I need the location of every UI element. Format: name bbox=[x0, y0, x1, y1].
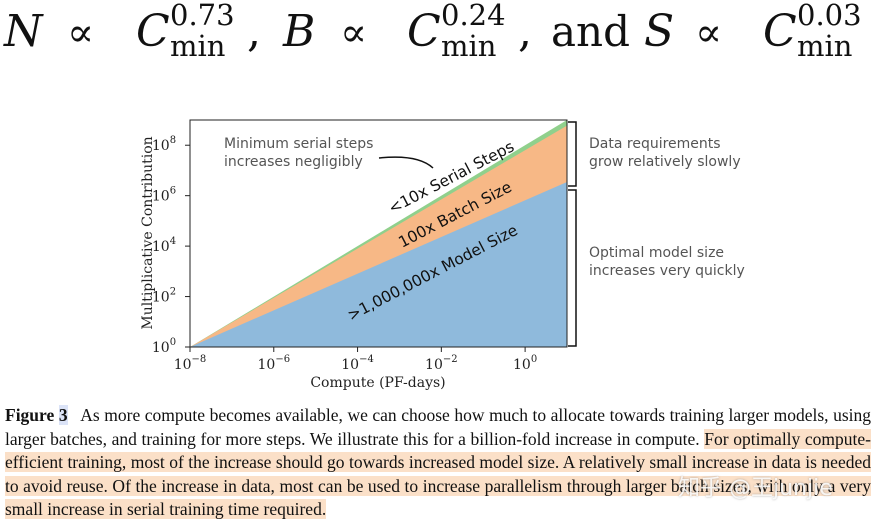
x-axis: 10−8 10−6 10−4 10−2 100 bbox=[174, 347, 537, 373]
data-note-line-2: grow relatively slowly bbox=[589, 154, 741, 170]
y-axis-label: Multiplicative Contribution bbox=[140, 136, 156, 329]
x-tick-exponent: −6 bbox=[275, 354, 290, 365]
x-tick-exponent: 0 bbox=[531, 354, 537, 365]
serial-note-line-2: increases negligibly bbox=[224, 154, 363, 170]
formula-c-var-1: C bbox=[136, 6, 170, 57]
formula-sub-1: min bbox=[170, 29, 225, 63]
plot-frame bbox=[189, 119, 568, 348]
x-tick-label: 10−4 bbox=[341, 354, 374, 373]
formula-c-var-3: C bbox=[763, 6, 797, 57]
formula-b-var: B bbox=[282, 6, 315, 57]
formula-n-var: N bbox=[3, 6, 44, 57]
x-tick-exponent: −4 bbox=[359, 354, 374, 365]
x-tick-label: 10−8 bbox=[174, 354, 207, 373]
formula-prop-3: ∝ bbox=[695, 10, 722, 56]
figure-caption: Figure 3 As more compute becomes availab… bbox=[5, 404, 872, 522]
plot-bands bbox=[190, 120, 567, 347]
y-tick-exponent: 6 bbox=[170, 186, 176, 197]
model-note-line-2: increases very quickly bbox=[589, 263, 745, 279]
formula-svg: N ∝ C 0.73 min , B ∝ C 0.24 min , and S … bbox=[3, 0, 862, 63]
model-note-line-1: Optimal model size bbox=[589, 245, 724, 261]
serial-note-arrow bbox=[378, 156, 434, 169]
formula-and: and bbox=[551, 7, 630, 56]
figure-label: Figure bbox=[5, 405, 55, 425]
formula-b-exp: 0.24 bbox=[441, 0, 506, 32]
formula-n-exp: 0.73 bbox=[170, 0, 235, 32]
figure-number-link[interactable]: 3 bbox=[58, 405, 68, 425]
data-note-line-1: Data requirements bbox=[589, 136, 721, 152]
formula-s-exp: 0.03 bbox=[797, 0, 862, 32]
formula-sub-3: min bbox=[797, 29, 852, 63]
formula-prop-1: ∝ bbox=[67, 10, 94, 56]
x-tick-exponent: −8 bbox=[192, 354, 207, 365]
x-tick-exponent: −2 bbox=[443, 354, 458, 365]
model-note-bracket bbox=[568, 189, 577, 347]
y-tick-exponent: 8 bbox=[170, 135, 176, 146]
data-note-bracket bbox=[568, 121, 577, 187]
y-tick-exponent: 0 bbox=[170, 337, 176, 348]
formula-prop-2: ∝ bbox=[340, 10, 367, 56]
scaling-formula: N ∝ C 0.73 min , B ∝ C 0.24 min , and S … bbox=[0, 0, 883, 80]
x-tick-label: 100 bbox=[513, 354, 537, 373]
formula-s-var: S bbox=[644, 6, 674, 57]
serial-note-line-1: Minimum serial steps bbox=[224, 136, 373, 152]
formula-c-var-2: C bbox=[407, 6, 441, 57]
x-tick-label: 10−2 bbox=[425, 354, 458, 373]
formula-comma-1: , bbox=[247, 6, 261, 57]
zhihu-watermark: 知乎 @王junjie bbox=[678, 476, 833, 501]
formula-sub-2: min bbox=[441, 29, 496, 63]
x-tick-label: 10−6 bbox=[257, 354, 290, 373]
caption-plain-text: As more compute becomes available, we ca… bbox=[5, 405, 871, 449]
formula-comma-2: , bbox=[518, 6, 532, 57]
y-tick-exponent: 2 bbox=[170, 287, 176, 298]
x-axis-label: Compute (PF-days) bbox=[310, 375, 445, 391]
y-tick-exponent: 4 bbox=[170, 236, 176, 247]
band-model-size bbox=[190, 181, 567, 347]
y-tick-label: 100 bbox=[152, 337, 176, 356]
